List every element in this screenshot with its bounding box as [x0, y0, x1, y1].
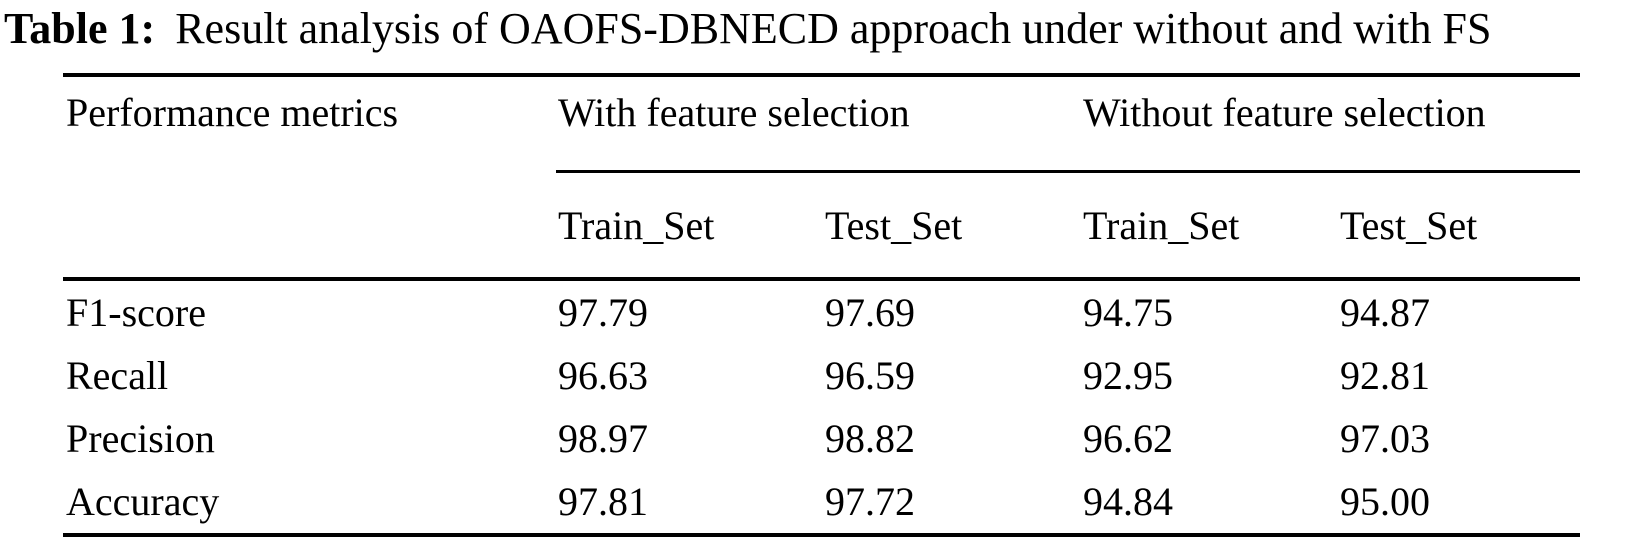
value-cell: 96.59 — [825, 352, 915, 398]
metric-cell: Precision — [66, 415, 215, 461]
table-row-recall: Recall 96.63 96.59 92.95 92.81 — [63, 344, 1580, 407]
value-cell: 97.69 — [825, 289, 915, 335]
value-cell: 94.87 — [1340, 289, 1430, 335]
metric-cell: Accuracy — [66, 478, 220, 524]
group-header-underline-row — [63, 170, 1580, 173]
value-cell: 95.00 — [1340, 478, 1430, 524]
table-bottom-rule — [63, 533, 1580, 537]
empty-header-cell — [63, 173, 556, 277]
table-row-accuracy: Accuracy 97.81 97.72 94.84 95.00 — [63, 470, 1580, 533]
value-cell: 97.72 — [825, 478, 915, 524]
results-table: Performance metrics With feature selecti… — [63, 73, 1580, 537]
table-header-row-sets: Train_Set Test_Set Train_Set Test_Set — [63, 173, 1580, 277]
group-header-with-fs: With feature selection — [558, 90, 910, 135]
value-cell: 97.81 — [558, 478, 648, 524]
group-header-without-fs: Without feature selection — [1083, 90, 1486, 135]
corner-header-cell: Performance metrics — [66, 90, 399, 135]
group-header-underline-rule — [556, 170, 1580, 173]
value-cell: 98.97 — [558, 415, 648, 461]
table-caption-text: Result analysis of OAOFS-DBNECD approach… — [175, 4, 1492, 53]
table-row-f1-score: F1-score 97.79 97.69 94.75 94.87 — [63, 281, 1580, 344]
value-cell: 97.79 — [558, 289, 648, 335]
table-mid-rule — [63, 277, 1580, 281]
subheader-test-set-nofs: Test_Set — [1340, 203, 1478, 248]
metric-cell: F1-score — [66, 289, 206, 335]
subheader-train-set-fs: Train_Set — [558, 203, 715, 248]
value-cell: 96.63 — [558, 352, 648, 398]
value-cell: 92.81 — [1340, 352, 1430, 398]
table-row-precision: Precision 98.97 98.82 96.62 97.03 — [63, 407, 1580, 470]
value-cell: 97.03 — [1340, 415, 1430, 461]
value-cell: 94.75 — [1083, 289, 1173, 335]
value-cell: 96.62 — [1083, 415, 1173, 461]
table-caption: Table 1: Result analysis of OAOFS-DBNECD … — [4, 4, 1644, 55]
table-header-row-groups: Performance metrics With feature selecti… — [63, 77, 1580, 170]
table-caption-label: Table 1: — [4, 4, 156, 53]
subheader-train-set-nofs: Train_Set — [1083, 203, 1240, 248]
metric-cell: Recall — [66, 352, 169, 398]
table-top-rule — [63, 73, 1580, 77]
value-cell: 94.84 — [1083, 478, 1173, 524]
value-cell: 98.82 — [825, 415, 915, 461]
value-cell: 92.95 — [1083, 352, 1173, 398]
subheader-test-set-fs: Test_Set — [825, 203, 963, 248]
